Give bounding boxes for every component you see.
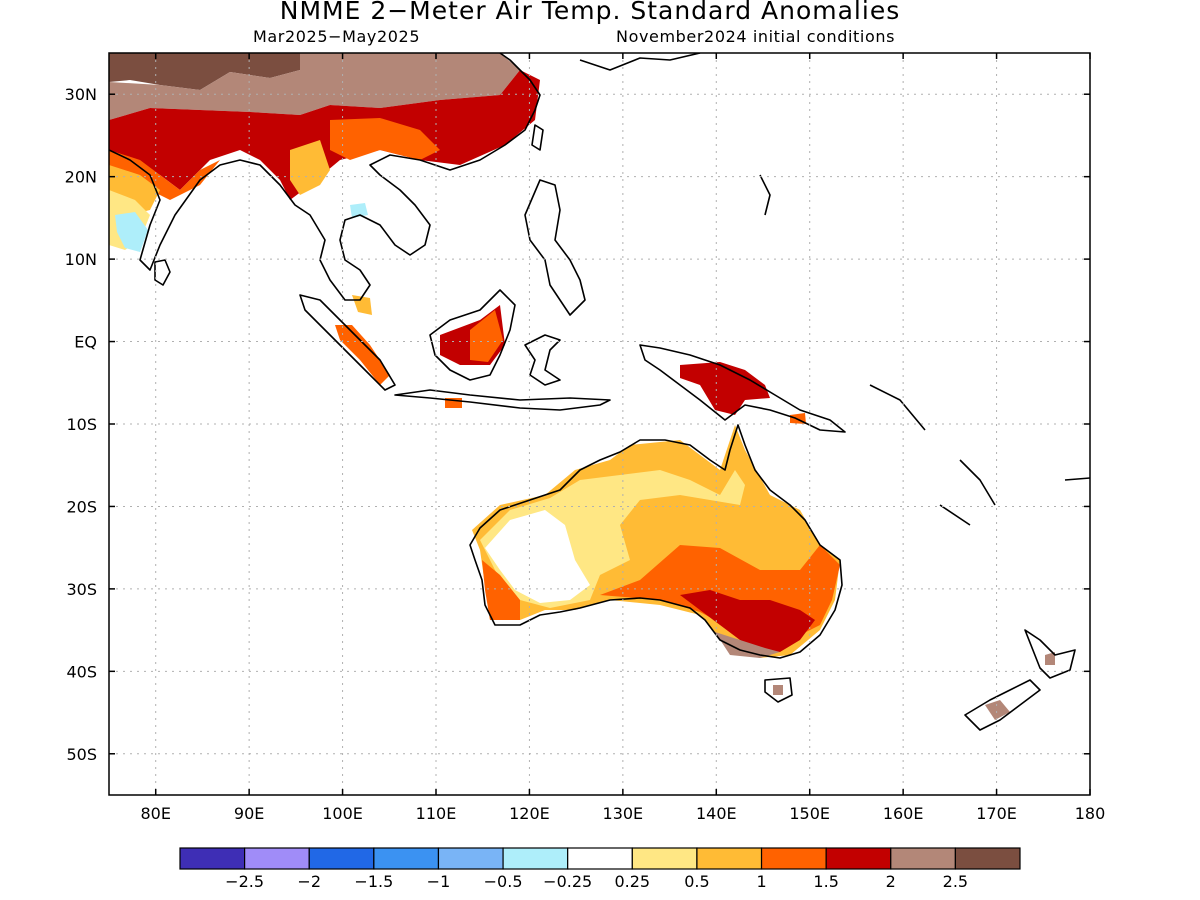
colorbar-swatch bbox=[502, 847, 569, 870]
colorbar-swatch bbox=[696, 847, 763, 870]
colorbar-label: 0.25 bbox=[614, 872, 650, 891]
anomaly-region-india-cool bbox=[115, 212, 148, 252]
anomaly-region-tibet-high bbox=[109, 53, 300, 90]
lat-label: 20N bbox=[65, 168, 97, 187]
colorbar-swatch bbox=[373, 847, 440, 870]
coast-nz-south bbox=[964, 679, 1041, 731]
anomaly-region-australia-se bbox=[715, 632, 780, 658]
lat-label: 20S bbox=[66, 497, 97, 516]
lon-label: 90E bbox=[234, 804, 264, 823]
anomaly-region-nz-north bbox=[1045, 652, 1055, 665]
colorbar-label: −1 bbox=[427, 872, 451, 891]
latitude-labels: 30N 20N 10N EQ 10S 20S 30S 40S 50S bbox=[65, 85, 97, 764]
colorbar-swatch bbox=[760, 847, 827, 870]
colorbar-label: −2.5 bbox=[225, 872, 264, 891]
colorbar-swatch bbox=[567, 847, 633, 870]
colorbar-label: −0.5 bbox=[484, 872, 523, 891]
valid-period: Mar2025−May2025 bbox=[253, 27, 421, 46]
colorbar-swatch bbox=[631, 847, 698, 870]
coast-borneo bbox=[429, 289, 516, 381]
colorbar-label: −0.25 bbox=[543, 872, 592, 891]
lon-label: 80E bbox=[140, 804, 170, 823]
coast-philippines bbox=[524, 179, 586, 316]
coast-sumatra bbox=[299, 294, 396, 391]
anomaly-region-borneo-orange bbox=[470, 310, 503, 362]
coast-sri-lanka bbox=[154, 259, 171, 286]
anomaly-region-asia-warm bbox=[109, 53, 520, 120]
initial-conditions: November2024 initial conditions bbox=[616, 27, 896, 46]
lat-label: 30S bbox=[66, 580, 97, 599]
anomaly-region-new-zealand bbox=[985, 700, 1010, 720]
lon-label: 110E bbox=[416, 804, 457, 823]
colorbar-swatch bbox=[954, 847, 1021, 870]
anomaly-region-australia-white bbox=[485, 510, 590, 603]
lat-label: EQ bbox=[74, 333, 97, 352]
colorbar-swatch bbox=[308, 847, 375, 870]
longitude-labels: 80E 90E 100E 110E 120E 130E 140E 150E 160E 170E 18… bbox=[140, 804, 1105, 823]
anomaly-shading bbox=[109, 53, 1055, 720]
lon-label: 170E bbox=[976, 804, 1017, 823]
colorbar-swatch bbox=[179, 847, 246, 870]
coast-new-guinea bbox=[639, 344, 846, 433]
lon-label: 120E bbox=[509, 804, 550, 823]
anomaly-region-new-guinea bbox=[680, 362, 770, 415]
lat-label: 40S bbox=[66, 662, 97, 681]
colorbar-swatch bbox=[437, 847, 504, 870]
colorbar-swatch bbox=[825, 847, 892, 870]
coast-pacific-islands bbox=[869, 384, 1090, 526]
coast-tasmania bbox=[764, 677, 793, 703]
coast-australia bbox=[469, 424, 843, 659]
coast-taiwan bbox=[531, 124, 544, 151]
coast-nz-north bbox=[1024, 629, 1076, 679]
colorbar-label: −2 bbox=[297, 872, 321, 891]
colorbar-label: 1.5 bbox=[813, 872, 838, 891]
anomaly-region-australia-red bbox=[680, 590, 815, 652]
lon-label: 100E bbox=[322, 804, 363, 823]
colorbar: −2.5 −2 −1.5 −1 −0.5 −0.25 0.25 0.5 1 1.5 2 2.5 bbox=[179, 847, 1021, 891]
colorbar-label: 1 bbox=[756, 872, 766, 891]
colorbar-swatch bbox=[890, 847, 956, 870]
coast-japan bbox=[579, 53, 701, 71]
anomaly-region-india-orange bbox=[109, 150, 220, 200]
anomaly-region-china-hot bbox=[109, 70, 540, 200]
axis-ticks bbox=[109, 53, 1091, 795]
lon-label: 160E bbox=[883, 804, 924, 823]
gridlines bbox=[109, 53, 1090, 795]
anomaly-region-sea-cool bbox=[350, 203, 368, 218]
colorbar-label: 2.5 bbox=[943, 872, 968, 891]
anomaly-region-china-orange bbox=[330, 118, 440, 160]
colorbar-label: 2 bbox=[886, 872, 896, 891]
colorbar-swatch bbox=[244, 847, 310, 870]
anomaly-region-sumatra bbox=[335, 325, 390, 385]
lon-label: 130E bbox=[603, 804, 644, 823]
colorbar-label: 0.5 bbox=[684, 872, 709, 891]
lon-label: 180 bbox=[1075, 804, 1106, 823]
coast-sulawesi bbox=[524, 334, 561, 386]
lon-label: 140E bbox=[696, 804, 737, 823]
coast-mariana bbox=[759, 174, 771, 216]
lon-label: 150E bbox=[789, 804, 830, 823]
lat-label: 30N bbox=[65, 85, 97, 104]
lat-label: 50S bbox=[66, 745, 97, 764]
anomaly-region-indochina bbox=[290, 140, 330, 195]
lat-label: 10S bbox=[66, 415, 97, 434]
coast-java bbox=[394, 389, 611, 411]
colorbar-label: −1.5 bbox=[354, 872, 393, 891]
anomaly-region-tasmania bbox=[773, 685, 783, 695]
lat-label: 10N bbox=[65, 250, 97, 269]
anomaly-region-west-aus-orange bbox=[482, 560, 520, 620]
chart-title: NMME 2−Meter Air Temp. Standard Anomalie… bbox=[279, 0, 901, 25]
